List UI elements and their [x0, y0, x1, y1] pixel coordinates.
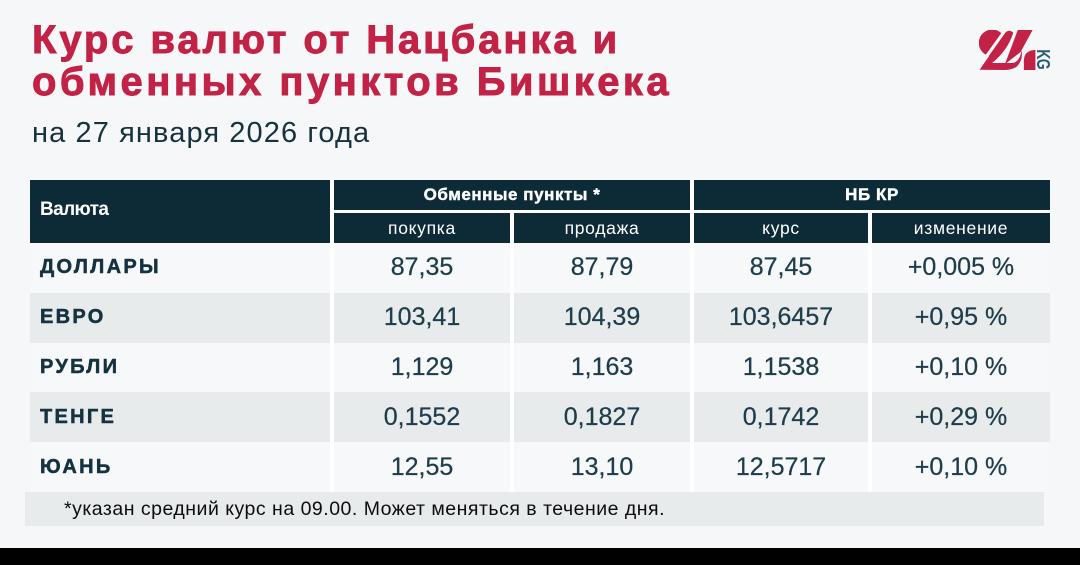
svg-text:KG: KG [1032, 49, 1051, 69]
